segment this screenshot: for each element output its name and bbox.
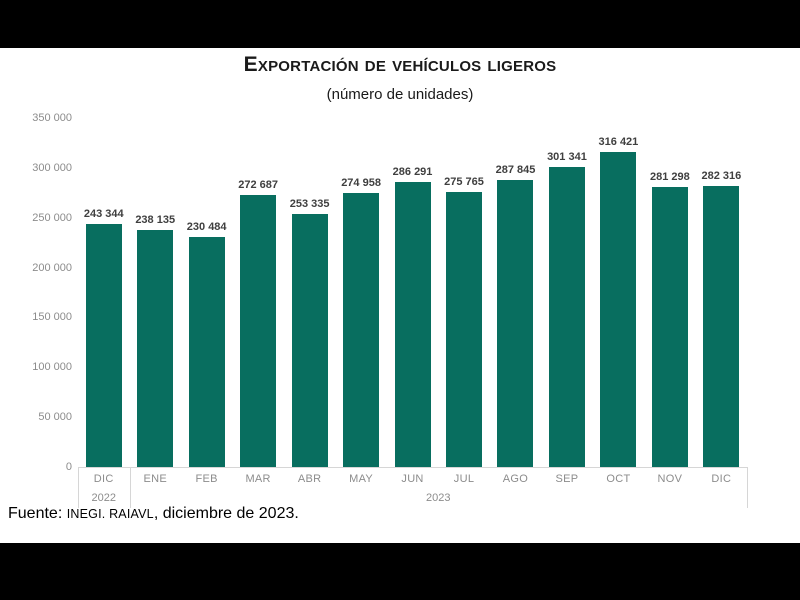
bar-value-label: 275 765 [444, 176, 484, 188]
bar-slot: 282 316 [696, 118, 747, 467]
bar-value-label: 301 341 [547, 150, 587, 163]
x-tick-label: MAR [245, 473, 271, 485]
bar [651, 186, 688, 467]
axis-separator [129, 467, 131, 508]
x-axis: DIC ENE FEB MAR ABR MAY JUN JUL AGO SEP OCT NOV DIC [78, 473, 747, 485]
bar [188, 237, 225, 467]
bar-slot: 286 291 [387, 118, 438, 467]
bar-slot: 230 484 [181, 118, 232, 467]
source-acronym: INEGI. RAIAVL [66, 507, 154, 521]
bar-slot: 274 958 [335, 118, 386, 467]
source-note: Fuente: INEGI. RAIAVL, diciembre de 2023… [8, 505, 299, 523]
x-axis-line [78, 467, 748, 468]
bar [703, 185, 740, 467]
x-tick-label: FEB [195, 473, 218, 485]
x-tick-label: ABR [297, 473, 322, 485]
x-tick-label: JUN [401, 473, 424, 485]
bar-value-label: 286 291 [392, 165, 433, 178]
bar [85, 224, 122, 467]
bar-slot: 275 765 [438, 118, 489, 467]
bar-value-label: 287 845 [495, 164, 536, 176]
x-tick-label: JUL [453, 473, 475, 485]
bar-value-label: 238 135 [135, 213, 176, 226]
bar-value-label: 282 316 [701, 169, 742, 182]
y-tick-label: 150 000 [32, 311, 72, 324]
y-tick-label: 0 [65, 461, 72, 473]
bar-slot: 316 421 [593, 118, 644, 467]
bar-value-label: 272 687 [238, 179, 279, 192]
bar [600, 151, 637, 467]
bar [394, 181, 431, 467]
source-prefix: Fuente: [8, 505, 67, 522]
x-tick-label: DIC [711, 473, 732, 485]
bar-slot: 287 845 [490, 118, 541, 467]
y-tick-label: 200 000 [32, 261, 72, 274]
chart-canvas: Exportación de vehículos ligeros (número… [0, 48, 800, 543]
bar [343, 192, 380, 467]
bar [548, 166, 585, 467]
x-tick-label: SEP [555, 473, 579, 485]
y-tick-label: 300 000 [32, 161, 72, 174]
x-tick-label: ENE [143, 473, 167, 485]
y-axis: 0 50 000 100 000 150 000 200 000 250 000 300 0… [0, 112, 72, 473]
year-axis: 2022 2023 [78, 467, 748, 508]
bar-value-label: 316 421 [598, 135, 639, 148]
bar-slot: 238 135 [129, 118, 180, 467]
bar-slot: 281 298 [644, 118, 695, 467]
bar-chart: 0 50 000 100 000 150 000 200 000 250 000 300 0… [0, 48, 800, 543]
x-tick-label: NOV [657, 473, 683, 485]
chart-subtitle: (número de unidades) [326, 86, 474, 103]
year-label: 2023 [425, 492, 451, 504]
axis-separator [78, 467, 79, 508]
x-tick-label: DIC [93, 473, 114, 485]
year-label: 2022 [91, 492, 116, 504]
bar [497, 180, 534, 467]
bar-slot: 243 344 [78, 118, 129, 467]
source-suffix: , diciembre de 2023. [153, 505, 299, 522]
x-tick-label: MAY [349, 473, 374, 485]
chart-title: Exportación de vehículos ligeros [243, 53, 557, 76]
y-tick-label: 50 000 [38, 411, 72, 424]
bar [291, 214, 328, 467]
bar-value-label: 230 484 [186, 221, 227, 234]
y-tick-label: 100 000 [32, 361, 72, 374]
bar-slot: 253 335 [284, 118, 335, 467]
bar-value-label: 281 298 [650, 170, 690, 183]
bar-value-label: 243 344 [83, 208, 124, 221]
plot-area: 243 344 238 135 230 484 272 687 253 335 274 9… [78, 118, 747, 467]
y-tick-label: 250 000 [32, 211, 72, 224]
axis-separator [747, 467, 748, 508]
bar-value-label: 253 335 [289, 198, 330, 211]
x-tick-label: AGO [502, 473, 529, 485]
bar-value-label: 274 958 [341, 176, 381, 189]
bar [240, 195, 277, 467]
bar [137, 229, 174, 467]
x-tick-label: OCT [606, 473, 631, 485]
bar [446, 192, 483, 467]
bar-slot: 272 687 [232, 118, 283, 467]
y-tick-label: 350 000 [32, 112, 72, 124]
bar-slot: 301 341 [541, 118, 592, 467]
